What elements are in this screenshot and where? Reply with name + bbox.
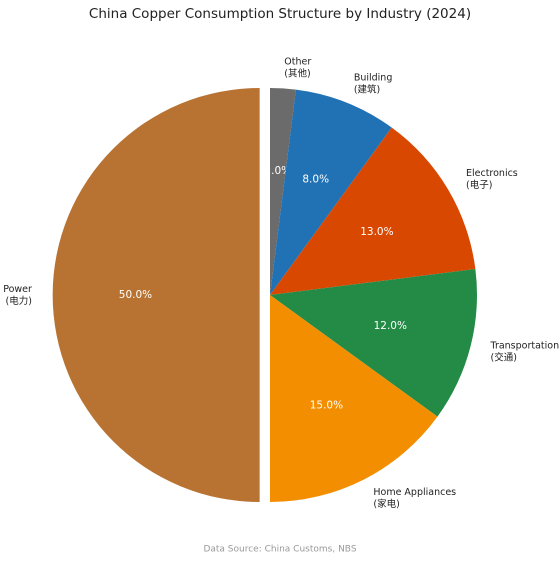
value-label: 13.0% <box>360 226 393 238</box>
value-label: 8.0% <box>302 174 329 186</box>
value-label: 12.0% <box>374 320 407 332</box>
slice-label: Electronics (电子) <box>466 168 518 191</box>
value-label: 15.0% <box>310 400 343 412</box>
pie-slice <box>270 269 477 417</box>
source-note: Data Source: China Customs, NBS <box>203 545 356 555</box>
chart-title: China Copper Consumption Structure by In… <box>89 6 471 22</box>
slice-label: Other (其他) <box>284 56 311 79</box>
pie-slice <box>270 89 392 295</box>
slice-label: Home Appliances (家电) <box>373 486 456 509</box>
value-label: 50.0% <box>119 289 152 301</box>
slice-label: Power (电力) <box>3 284 32 307</box>
pie-slice <box>270 127 476 296</box>
pie-slice <box>52 88 260 502</box>
slice-label: Transportation (交通) <box>490 340 560 363</box>
pie-slice <box>270 88 296 295</box>
pie-slice <box>270 295 438 502</box>
value-label: 2.0% <box>264 165 291 177</box>
slice-label: Building (建筑) <box>354 72 393 95</box>
